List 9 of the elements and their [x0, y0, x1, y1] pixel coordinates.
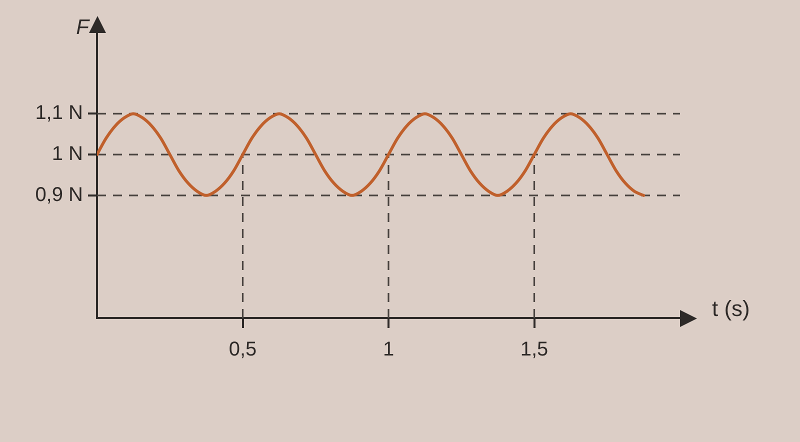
- y-tick-label: 1 N: [52, 143, 83, 166]
- y-axis-title: F: [76, 16, 90, 39]
- y-tick-label: 1,1 N: [35, 102, 83, 124]
- x-tick-label: 1,5: [520, 338, 548, 361]
- x-tick-label: 1: [382, 338, 394, 361]
- x-axis-title: t (s): [712, 296, 750, 322]
- line-series: [97, 112, 646, 197]
- x-tick-label: 0,5: [228, 338, 257, 361]
- y-tick-label: 0,9 N: [35, 184, 83, 206]
